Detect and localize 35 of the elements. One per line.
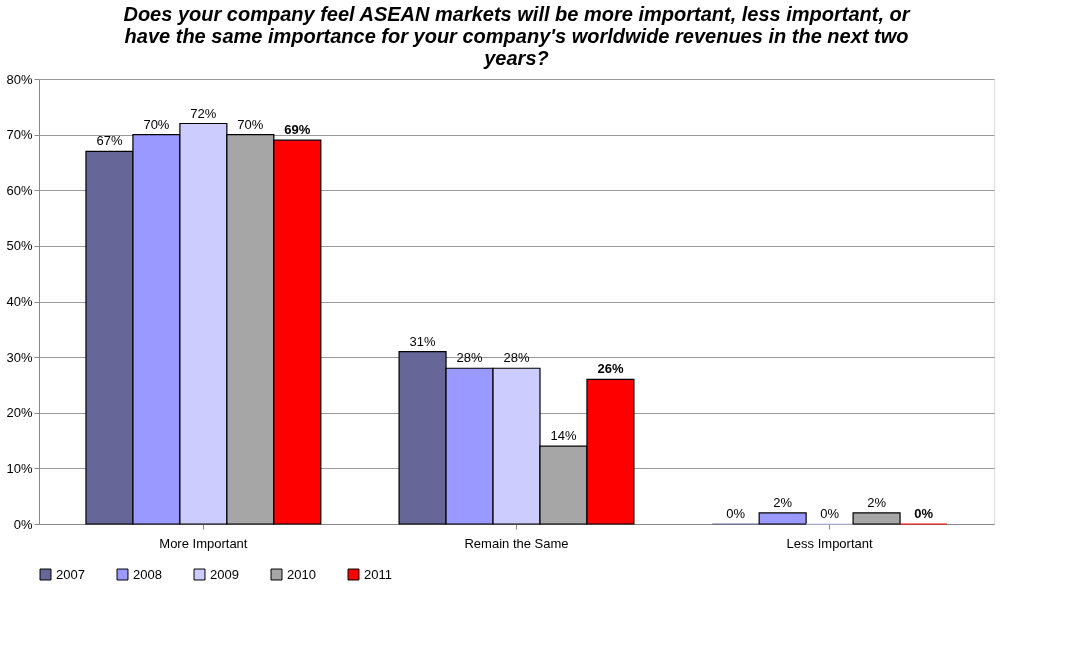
x-tick-label: More Important [159,535,248,551]
y-tick-label: 80% [6,71,33,87]
legend-label: 2008 [133,566,162,582]
bar [852,512,901,525]
data-label: 28% [503,350,530,366]
bar [758,512,807,525]
y-tick-label: 50% [6,238,33,254]
data-label: 72% [190,105,217,121]
data-label: 69% [284,122,311,138]
y-tick-label: 0% [13,516,33,532]
y-tick-label: 70% [6,127,33,143]
data-label: 14% [550,428,577,444]
chart-title: Does your company feel ASEAN markets will be more important, less important, or have the same importance for your company's worldwide revenues in the next two years? [123,3,911,69]
x-tick-label: Remain the Same [464,535,569,551]
data-label: 0% [914,506,934,521]
x-tick-label: Less Important [786,535,873,551]
data-label: 70% [237,116,264,132]
legend-label: 2011 [364,566,392,582]
data-label: 67% [96,133,123,149]
data-label: 2% [867,494,887,510]
y-tick-label: 40% [6,294,33,309]
data-label: 26% [597,361,624,377]
y-tick-label: 10% [6,460,33,476]
data-label: 31% [409,333,437,349]
data-label: 70% [143,116,170,132]
legend-label: 2010 [287,566,316,582]
data-label: 0% [820,506,840,521]
legend-label: 2009 [210,566,239,582]
y-tick-label: 20% [6,405,33,421]
y-tick-label: 60% [6,182,33,198]
data-label: 28% [456,350,483,366]
data-label: 0% [726,506,746,521]
y-tick-label: 30% [6,349,33,365]
legend-label: 2007 [56,566,85,582]
data-label: 2% [773,494,793,510]
